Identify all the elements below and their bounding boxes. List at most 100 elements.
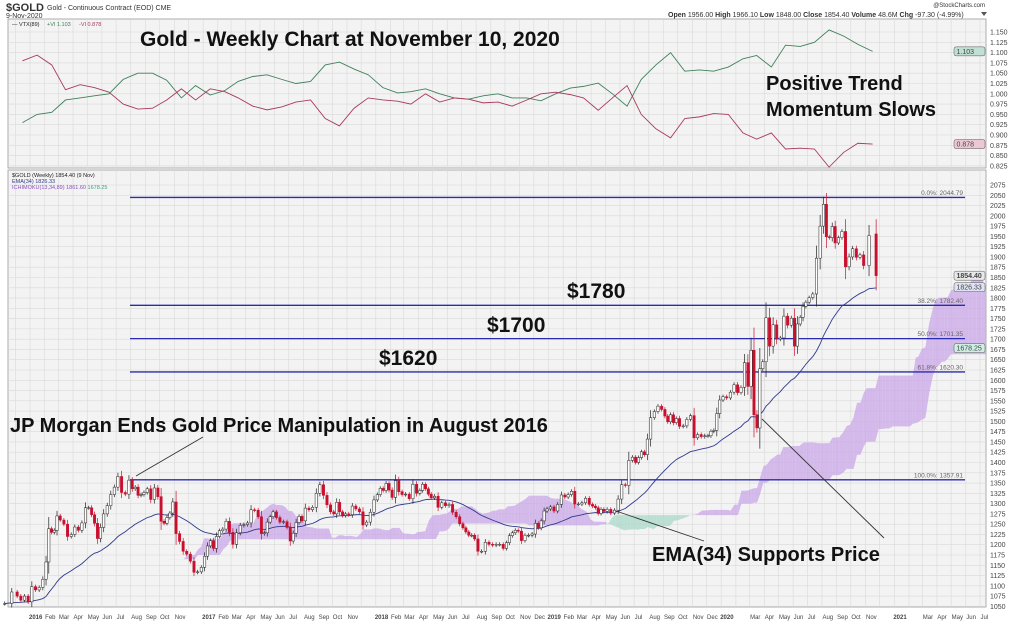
candle-body <box>847 256 851 268</box>
candle <box>685 417 689 429</box>
candle <box>73 524 77 538</box>
momentum-annotation-line2: Momentum Slows <box>766 99 936 121</box>
price-axis-tick: 1125 <box>990 573 1005 580</box>
cloud-segment <box>194 549 199 560</box>
candle-body <box>62 519 66 525</box>
candle-body <box>325 495 329 506</box>
candle <box>556 502 560 514</box>
price-axis-tick: 1975 <box>990 224 1006 231</box>
candle <box>758 348 762 449</box>
candle <box>696 432 700 440</box>
candle-body <box>507 535 511 543</box>
time-axis-tick: Mar <box>404 615 414 621</box>
candle-body <box>867 235 871 266</box>
time-axis-tick: Feb <box>45 615 56 621</box>
candle <box>174 490 178 545</box>
cloud-segment <box>338 535 343 540</box>
candle <box>844 219 847 280</box>
candle-body <box>480 551 484 553</box>
candle-body <box>652 411 656 418</box>
candle-body <box>815 257 818 295</box>
candle <box>400 489 404 497</box>
candle <box>52 528 56 535</box>
candle-body <box>384 483 388 491</box>
vortex-lines <box>22 29 873 168</box>
candle <box>436 492 440 512</box>
candle-body <box>519 530 523 541</box>
candle <box>259 510 263 540</box>
price-legend: $GOLD (Weekly) 1854.40 (9 Nov) EMA(34) 1… <box>12 173 107 191</box>
candle <box>458 514 462 527</box>
candle <box>58 513 62 523</box>
candle-body <box>318 484 322 494</box>
indicator-axis-tick: 1.050 <box>990 71 1008 78</box>
candle-body <box>294 522 298 534</box>
stat-value: 1854.40 <box>824 12 849 19</box>
candle-body <box>689 415 692 420</box>
candle-body <box>718 399 722 414</box>
candle <box>246 520 249 527</box>
time-axis-tick: Oct <box>505 615 515 621</box>
candle <box>227 517 231 537</box>
cloud-segment <box>432 515 437 540</box>
candle <box>548 504 552 512</box>
price-axis-tick: 1750 <box>990 316 1006 323</box>
cloud-segment <box>850 416 854 469</box>
price-axis-tick: 1150 <box>990 563 1005 570</box>
cloud-segment <box>730 504 735 516</box>
price-value-tag: 1678.25 <box>957 346 982 353</box>
candle-body <box>34 586 37 591</box>
candle-body <box>630 456 634 461</box>
cloud-segment <box>921 347 926 420</box>
candle <box>303 503 307 526</box>
time-axis-tick: Oct <box>333 615 343 621</box>
time-axis-tick: Apr <box>937 615 946 621</box>
candle-body <box>576 503 580 506</box>
time-axis-tick: Feb <box>391 615 402 621</box>
price-axis-tick: 1775 <box>990 306 1006 313</box>
candle-body <box>666 415 670 423</box>
vi-minus-value-tag: 0.878 <box>957 142 975 149</box>
price-value-tag: 1854.40 <box>957 273 982 280</box>
candle-body <box>133 486 137 490</box>
candle <box>123 490 127 497</box>
cloud-segment <box>501 509 505 524</box>
candle-body <box>19 595 23 601</box>
cloud-segment <box>727 509 731 516</box>
cloud-segment <box>748 489 752 504</box>
candle <box>470 533 474 538</box>
cloud-segment <box>903 375 908 427</box>
cloud-segment <box>653 515 657 530</box>
level-1620-label: $1620 <box>379 347 437 370</box>
candle <box>640 449 643 460</box>
candle-body <box>685 419 689 427</box>
indicator-axis-tick: 0.850 <box>990 153 1008 160</box>
cloud-segment <box>925 323 930 418</box>
candle-body <box>238 525 242 534</box>
candle-body <box>178 533 182 542</box>
cloud-segment <box>373 528 377 540</box>
cloud-segment <box>734 504 738 516</box>
cloud-segment <box>565 499 569 526</box>
candle-body <box>620 484 624 500</box>
cloud-segment <box>826 443 830 480</box>
cloud-segment <box>461 506 465 524</box>
time-axis-tick: Jul <box>289 615 297 621</box>
candle-body <box>271 511 275 518</box>
candle-body <box>613 509 616 514</box>
cloud-segment <box>954 285 959 355</box>
candle-body <box>663 409 667 417</box>
candle <box>620 479 624 505</box>
candle-body <box>415 484 419 494</box>
candle <box>498 542 502 547</box>
cloud-segment <box>382 529 386 540</box>
candle <box>3 601 7 606</box>
time-axis-tick: Sep <box>319 615 330 621</box>
candle-body <box>609 509 613 514</box>
watermark: @StockCharts.com <box>933 3 985 9</box>
cloud-segment <box>568 501 573 526</box>
candle <box>451 501 455 515</box>
candle-body <box>311 507 315 511</box>
cloud-segment <box>619 515 622 530</box>
caret-down-icon[interactable] <box>981 12 987 16</box>
